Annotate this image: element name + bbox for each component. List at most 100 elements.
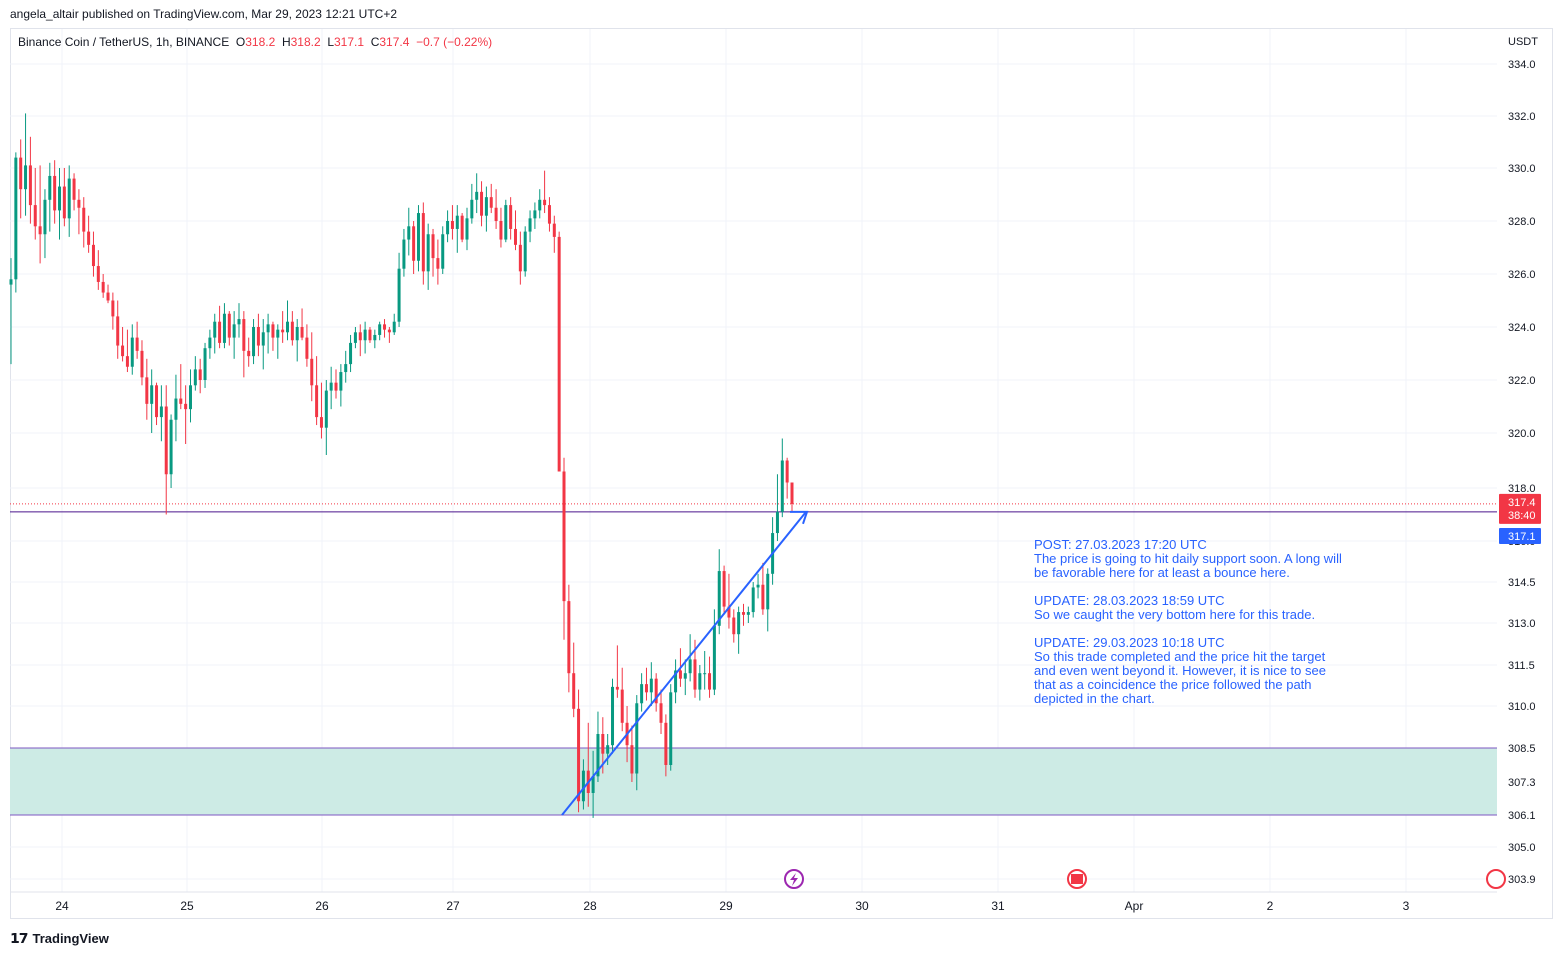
candle-body [654, 678, 658, 704]
candle-body [543, 199, 547, 206]
candle-body [213, 321, 217, 338]
candle-body [87, 231, 91, 245]
candle-body [91, 244, 95, 267]
y-tick-label: 324.0 [1508, 322, 1536, 334]
candle-body [465, 218, 469, 240]
low-label: L [327, 35, 334, 49]
candle-body [732, 617, 736, 635]
candle-body [266, 324, 270, 333]
y-tick-label: 308.5 [1508, 743, 1536, 755]
candle-body [712, 625, 716, 690]
y-tick-label: 311.5 [1508, 660, 1535, 672]
candle-body [218, 321, 222, 343]
candle-body [174, 398, 178, 420]
candle-body [678, 670, 682, 679]
candle-body [43, 199, 47, 235]
chart-frame[interactable] [10, 28, 1553, 919]
candle-body [329, 382, 333, 391]
tradingview-logo[interactable]: 𝟭𝟳 TradingView [10, 930, 109, 947]
x-tick-label: 2 [1267, 899, 1274, 913]
x-tick-label: 24 [55, 899, 69, 913]
candle-body [324, 390, 328, 428]
candle-body [222, 313, 226, 343]
candle-body [145, 377, 149, 404]
trade-note[interactable]: POST: 27.03.2023 17:20 UTC The price is … [1034, 538, 1344, 720]
note-update-2: UPDATE: 29.03.2023 10:18 UTC So this tra… [1034, 635, 1326, 706]
publisher-line: angela_altair published on TradingView.c… [10, 7, 398, 21]
candle-body [271, 324, 275, 338]
candle-body [363, 329, 367, 341]
candle-body [334, 382, 338, 391]
note-post: POST: 27.03.2023 17:20 UTC The price is … [1034, 537, 1342, 580]
candle-body [77, 199, 81, 208]
candle-body [436, 258, 440, 269]
open-value: 318.2 [245, 35, 276, 49]
candle-body [722, 571, 726, 607]
x-tick-label: 31 [991, 899, 1005, 913]
candle-body [247, 350, 251, 357]
low-value: 317.1 [334, 35, 365, 49]
candle-body [649, 678, 653, 693]
candle-body [606, 745, 610, 754]
candle-body [383, 324, 387, 330]
candle-body [188, 385, 192, 410]
candle-body [208, 337, 212, 349]
candle-body [446, 221, 450, 235]
x-tick-label: 25 [180, 899, 194, 913]
candle-body [567, 601, 571, 674]
candle-body [256, 327, 260, 346]
lightning-icon [790, 873, 798, 886]
candle-body [193, 369, 197, 386]
candle-body [242, 319, 246, 351]
candle-body [470, 199, 474, 219]
y-tick-label: 326.0 [1508, 269, 1536, 281]
candle-body [373, 334, 377, 341]
y-tick-label: 306.1 [1508, 810, 1536, 822]
candle-body [450, 221, 454, 229]
candle-body [533, 210, 537, 219]
y-tick-label: 310.0 [1508, 701, 1536, 713]
candle-body [581, 770, 585, 802]
candle-body [130, 337, 134, 367]
candle-body [669, 692, 673, 765]
candle-body [562, 471, 566, 602]
candle-body [601, 734, 605, 754]
candle-body [766, 573, 770, 610]
candle-body [518, 244, 522, 272]
x-tick-label: 26 [315, 899, 329, 913]
candle-body [416, 213, 420, 261]
candle-body [353, 332, 357, 343]
candle-body [290, 321, 294, 341]
candle-body [785, 460, 789, 483]
candle-body [513, 228, 517, 245]
candle-body [116, 316, 120, 346]
candle-body [310, 358, 314, 386]
tradingview-icon: 𝟭𝟳 [10, 930, 29, 946]
candle-body [402, 239, 406, 269]
y-tick-label: 305.0 [1508, 842, 1536, 854]
y-tick-label: 330.0 [1508, 163, 1536, 175]
candle-body [82, 207, 86, 232]
candle-body [426, 234, 430, 272]
candle-body [455, 215, 459, 229]
candle-body [169, 419, 173, 475]
y-tick-label: 303.9 [1508, 874, 1536, 886]
candle-body [741, 612, 745, 615]
candle-body [693, 659, 697, 690]
open-label: O [235, 35, 246, 49]
candle-body [698, 673, 702, 690]
candle-body [62, 186, 66, 219]
candle-body [155, 385, 159, 418]
note-update-1: UPDATE: 28.03.2023 18:59 UTC So we caugh… [1034, 593, 1316, 622]
candle-body [9, 279, 13, 285]
candle-body [159, 406, 163, 418]
candle-body [751, 587, 755, 613]
candle-body [596, 734, 600, 777]
candle-body [72, 178, 76, 200]
candle-body [460, 215, 464, 240]
last-price-label: 317.4 [1508, 497, 1536, 509]
close-label: C [370, 35, 380, 49]
candle-body [184, 403, 188, 410]
candle-body [101, 281, 105, 293]
